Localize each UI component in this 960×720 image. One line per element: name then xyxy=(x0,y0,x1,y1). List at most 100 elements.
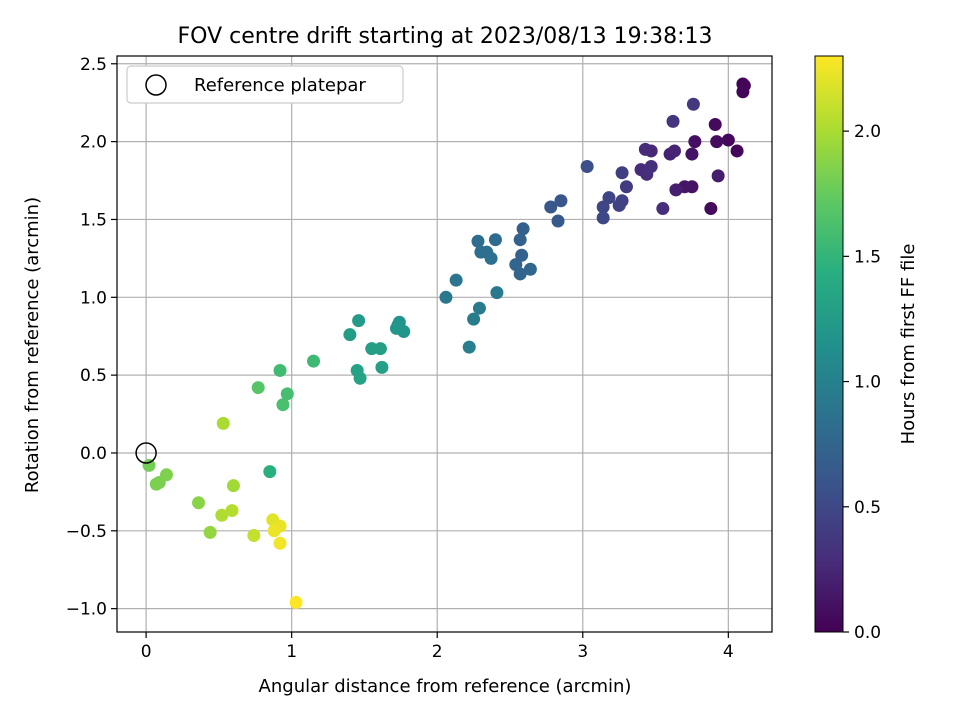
scatter-point xyxy=(467,312,481,326)
scatter-point xyxy=(516,222,530,236)
colorbar-tick-label: 0.0 xyxy=(854,623,881,643)
scatter-point xyxy=(263,465,277,479)
scatter-point xyxy=(644,160,658,174)
scatter-point xyxy=(513,233,527,247)
scatter-point xyxy=(352,314,366,328)
scatter-point xyxy=(439,290,453,304)
scatter-point xyxy=(203,525,217,539)
scatter-point xyxy=(704,202,718,216)
scatter-point xyxy=(226,479,240,493)
plot-area-frame xyxy=(116,55,773,633)
scatter-point xyxy=(513,267,527,281)
scatter-point xyxy=(656,202,670,216)
scatter-point xyxy=(685,147,699,161)
x-tick-label: 3 xyxy=(577,642,588,662)
scatter-point xyxy=(736,85,750,99)
colorbar-tick-label: 2.0 xyxy=(854,122,881,142)
scatter-point xyxy=(596,200,610,214)
scatter-point xyxy=(225,504,239,518)
scatter-point xyxy=(247,528,261,542)
scatter-point xyxy=(462,340,476,354)
x-tick-label: 4 xyxy=(723,642,734,662)
scatter-point xyxy=(307,354,320,368)
colorbar-tick-label: 1.5 xyxy=(854,247,881,267)
y-tick-label: −0.5 xyxy=(66,522,107,542)
scatter-point xyxy=(289,595,303,609)
y-tick-label: −1.0 xyxy=(66,600,107,620)
scatter-point xyxy=(192,496,206,510)
legend-reference-icon xyxy=(145,74,167,96)
colorbar-ticks: 0.0 0.5 1.0 1.5 2.0 xyxy=(843,122,881,643)
scatter-point xyxy=(215,508,229,522)
scatter-point xyxy=(667,144,681,158)
y-tick-label: 2.0 xyxy=(80,133,107,153)
scatter-point xyxy=(159,468,173,482)
scatter-point xyxy=(365,342,379,356)
scatter-point xyxy=(580,160,594,174)
scatter-point xyxy=(397,325,411,339)
x-tick-label: 0 xyxy=(141,642,152,662)
x-axis-ticks: 0 1 2 3 4 xyxy=(141,632,734,662)
scatter-point xyxy=(449,273,463,287)
legend-box xyxy=(126,65,404,104)
scatter-point xyxy=(596,211,610,225)
x-tick-label: 2 xyxy=(432,642,443,662)
y-tick-label: 1.5 xyxy=(80,210,107,230)
scatter-point xyxy=(688,135,702,149)
scatter-point xyxy=(471,234,485,248)
scatter-point xyxy=(515,248,529,262)
scatter-point xyxy=(711,169,725,183)
scatter-point xyxy=(544,200,558,214)
scatter-point xyxy=(686,97,700,111)
y-tick-label: 2.5 xyxy=(80,55,107,75)
scatter-point xyxy=(149,477,163,491)
scatter-point xyxy=(267,524,281,538)
scatter-point xyxy=(638,142,652,156)
scatter-point xyxy=(551,214,565,228)
scatter-point xyxy=(142,458,156,472)
scatter-point xyxy=(488,233,502,247)
scatter-point xyxy=(251,381,265,395)
legend-entry-reference: Reference platepar xyxy=(194,75,366,96)
scatter-point xyxy=(612,198,626,212)
grid xyxy=(117,56,772,632)
scatter-point xyxy=(343,328,357,342)
scatter-point xyxy=(273,363,287,377)
scatter-point xyxy=(669,183,683,197)
legend: Reference platepar xyxy=(126,65,404,104)
scatter-point xyxy=(484,251,498,265)
y-tick-label: 1.0 xyxy=(80,288,107,308)
x-axis-label: Angular distance from reference (arcmin) xyxy=(259,676,632,697)
scatter-point xyxy=(554,194,568,208)
scatter-point xyxy=(523,262,537,276)
scatter-point xyxy=(602,191,616,205)
reference-platepar-marker xyxy=(135,442,157,464)
scatter-point xyxy=(710,135,724,149)
scatter-points xyxy=(142,77,751,609)
scatter-point xyxy=(216,416,230,430)
colorbar-label: Hours from first FF file xyxy=(898,244,919,445)
scatter-point xyxy=(721,133,735,147)
scatter-point xyxy=(276,398,290,412)
scatter-point xyxy=(353,371,367,385)
colorbar xyxy=(814,55,844,633)
scatter-point xyxy=(615,166,629,180)
scatter-point xyxy=(472,301,486,315)
scatter-point xyxy=(273,536,287,550)
chart-title: FOV centre drift starting at 2023/08/13 … xyxy=(178,24,713,49)
x-tick-label: 1 xyxy=(286,642,297,662)
scatter-point xyxy=(708,117,722,131)
scatter-point xyxy=(280,387,294,401)
y-tick-label: 0.0 xyxy=(80,444,107,464)
scatter-point xyxy=(666,114,680,128)
scatter-point xyxy=(619,180,633,194)
y-tick-label: 0.5 xyxy=(80,366,107,386)
scatter-point xyxy=(730,144,744,158)
y-axis-ticks: −1.0 −0.5 0.0 0.5 1.0 1.5 2.0 2.5 xyxy=(66,55,117,620)
y-axis-label: Rotation from reference (arcmin) xyxy=(22,197,43,493)
scatter-point xyxy=(375,360,389,374)
scatter-point xyxy=(490,286,504,300)
colorbar-tick-label: 1.0 xyxy=(854,373,881,393)
colorbar-tick-label: 0.5 xyxy=(854,498,881,518)
